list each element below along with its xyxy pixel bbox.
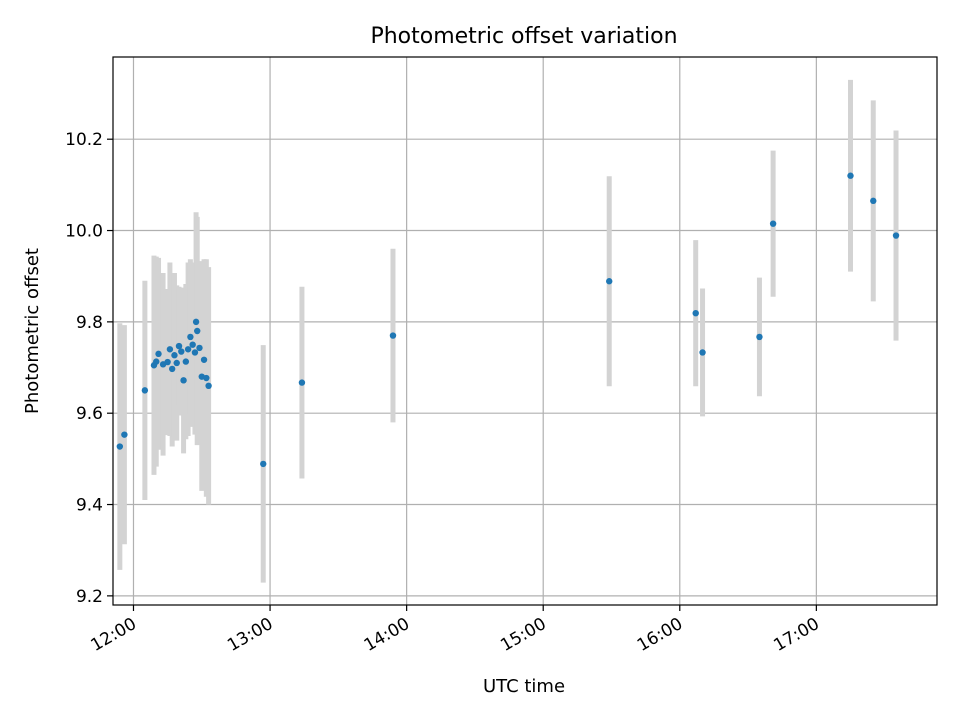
data-point: [184, 346, 192, 353]
data-point: [189, 341, 196, 348]
data-point: [769, 220, 777, 227]
data-point: [175, 342, 183, 350]
data-point: [121, 431, 128, 438]
data-point: [182, 358, 190, 365]
y-tick-label: 9.2: [76, 587, 103, 607]
data-point: [756, 333, 763, 341]
data-point: [155, 350, 162, 358]
data-point: [870, 197, 877, 205]
y-tick-label: 10.0: [65, 222, 103, 242]
data-point: [692, 309, 699, 317]
data-point: [191, 349, 199, 356]
data-point: [168, 365, 176, 373]
plot-area: [113, 57, 937, 605]
data-point: [196, 344, 203, 352]
data-point: [180, 377, 187, 384]
grid-lines: [113, 57, 937, 605]
y-tick-label: 9.6: [76, 404, 103, 424]
data-point: [847, 172, 854, 179]
data-point: [892, 232, 900, 239]
data-point: [166, 346, 174, 353]
data-point: [153, 358, 160, 365]
data-point: [205, 382, 212, 389]
y-tick-label: 9.8: [76, 313, 103, 333]
data-point: [187, 333, 194, 341]
y-tick-label: 10.2: [65, 130, 103, 150]
data-point: [606, 278, 613, 285]
data-point: [178, 348, 185, 355]
data-point: [200, 356, 208, 363]
data-point: [699, 349, 706, 356]
y-tick-label: 9.4: [76, 496, 103, 516]
data-point: [192, 318, 200, 326]
plot-frame: [112, 56, 938, 606]
data-point: [389, 332, 397, 339]
data-point: [171, 352, 178, 359]
data-point: [141, 387, 149, 394]
data-point: [298, 379, 306, 386]
data-point: [164, 358, 171, 366]
data-point: [194, 327, 201, 335]
y-axis: 9.2 9.4 9.6 9.8 10.0 10.2: [65, 130, 113, 607]
data-point: [116, 443, 124, 450]
data-point: [260, 460, 267, 468]
x-axis-title: UTC time: [483, 676, 565, 697]
data-points: [116, 172, 900, 468]
data-point: [203, 374, 210, 382]
data-point: [173, 359, 180, 367]
chart-title: Photometric offset variation: [370, 24, 677, 49]
y-axis-title: Photometric offset: [22, 248, 43, 414]
